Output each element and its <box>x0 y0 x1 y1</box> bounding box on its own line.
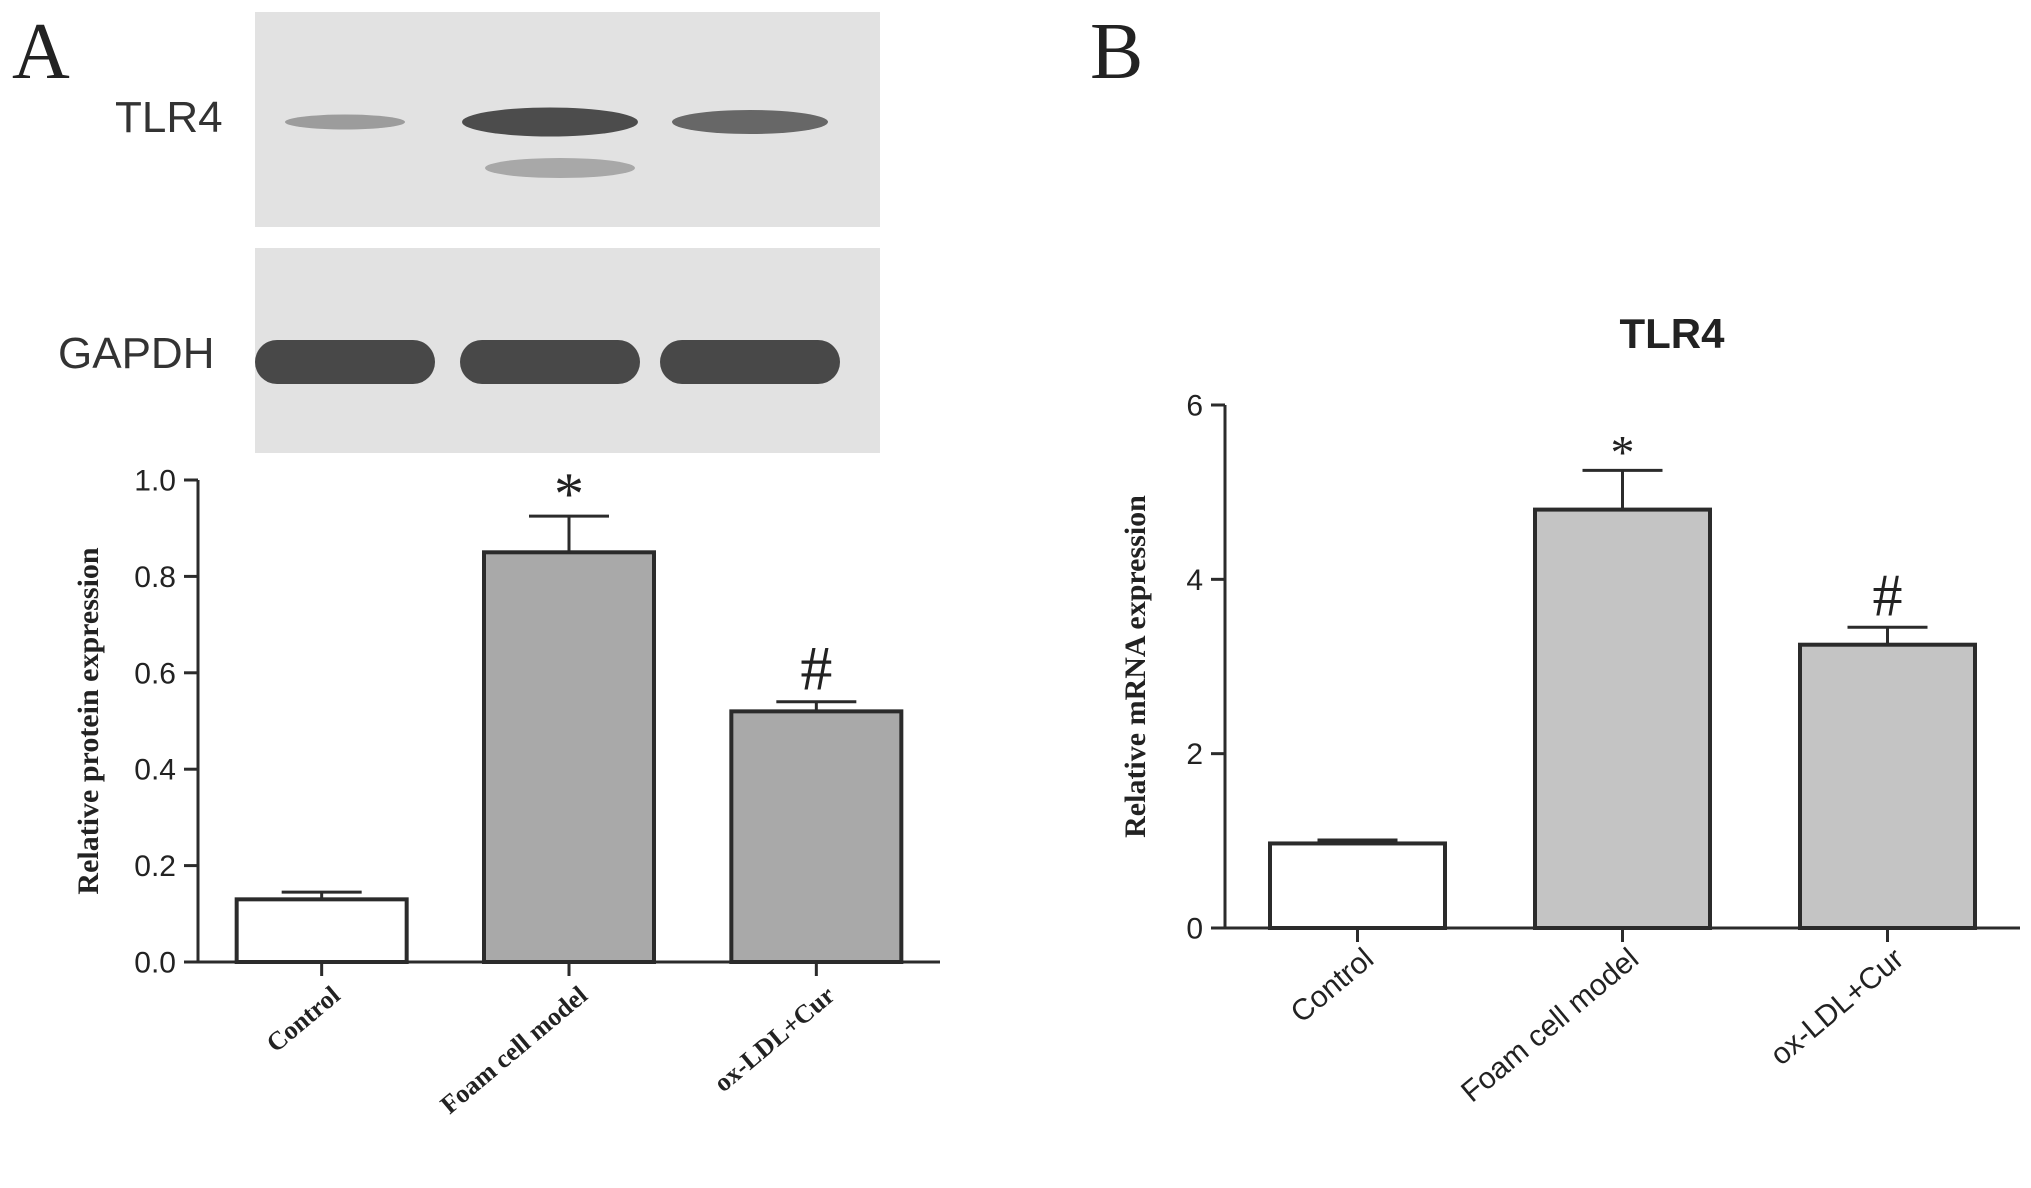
significance-hash: # <box>1873 562 1903 628</box>
x-tick-label: Foam cell model <box>1455 942 1645 1109</box>
y-tick-label: 6 <box>1186 390 1203 423</box>
tlr4-band <box>462 107 638 137</box>
gapdh-band <box>460 340 640 384</box>
western-blot: TLR4 GAPDH <box>58 12 880 453</box>
x-tick-label: Control <box>1285 942 1380 1029</box>
y-axis-label: Relative mRNA expression <box>1119 495 1152 838</box>
gapdh-band <box>255 340 435 384</box>
bar <box>234 897 409 965</box>
y-axis-label: Relative protein expression <box>72 547 105 895</box>
y-tick-label: 0.0 <box>134 947 176 980</box>
gapdh-bands <box>255 340 840 384</box>
panel-letter-a: A <box>12 8 70 96</box>
x-tick-label: ox-LDL+Cur <box>708 980 840 1097</box>
blot-label-gapdh: GAPDH <box>58 329 214 378</box>
significance-hash: # <box>800 633 832 704</box>
y-tick-label: 2 <box>1186 738 1203 771</box>
y-tick-label: 0 <box>1186 913 1203 946</box>
chart-a-protein-expression: 0.0 0.2 0.4 0.6 0.8 1.0 Relative protein expre… <box>72 461 940 1120</box>
y-tick-label: 0.4 <box>134 754 176 787</box>
x-tick-label: Control <box>261 980 346 1058</box>
significance-star: * <box>554 461 584 527</box>
y-tick-label: 4 <box>1186 564 1203 597</box>
significance-star: * <box>1611 426 1635 479</box>
x-tick-label: Foam cell model <box>435 980 593 1119</box>
x-tick-label: ox-LDL+Cur <box>1764 942 1910 1072</box>
panel-letter-b: B <box>1090 8 1143 96</box>
bar <box>1268 841 1447 930</box>
y-tick-label: 1.0 <box>134 465 176 498</box>
y-tick-label: 0.8 <box>134 561 176 594</box>
bar <box>1533 507 1712 930</box>
tlr4-lower-band <box>485 158 635 178</box>
y-tick-label: 0.6 <box>134 657 176 690</box>
tlr4-bands <box>285 107 828 178</box>
gapdh-band <box>660 340 840 384</box>
chart-title: TLR4 <box>1620 310 1726 357</box>
bar <box>729 709 904 964</box>
tlr4-band <box>285 114 405 130</box>
bar <box>1798 642 1977 930</box>
chart-b-mrna-expression: TLR4 0 2 4 6 Relative mRNA expression Control *… <box>1119 310 2020 1109</box>
blot-label-tlr4: TLR4 <box>115 93 223 142</box>
bar <box>482 550 656 964</box>
y-tick-label: 0.2 <box>134 850 176 883</box>
tlr4-band <box>672 110 828 134</box>
